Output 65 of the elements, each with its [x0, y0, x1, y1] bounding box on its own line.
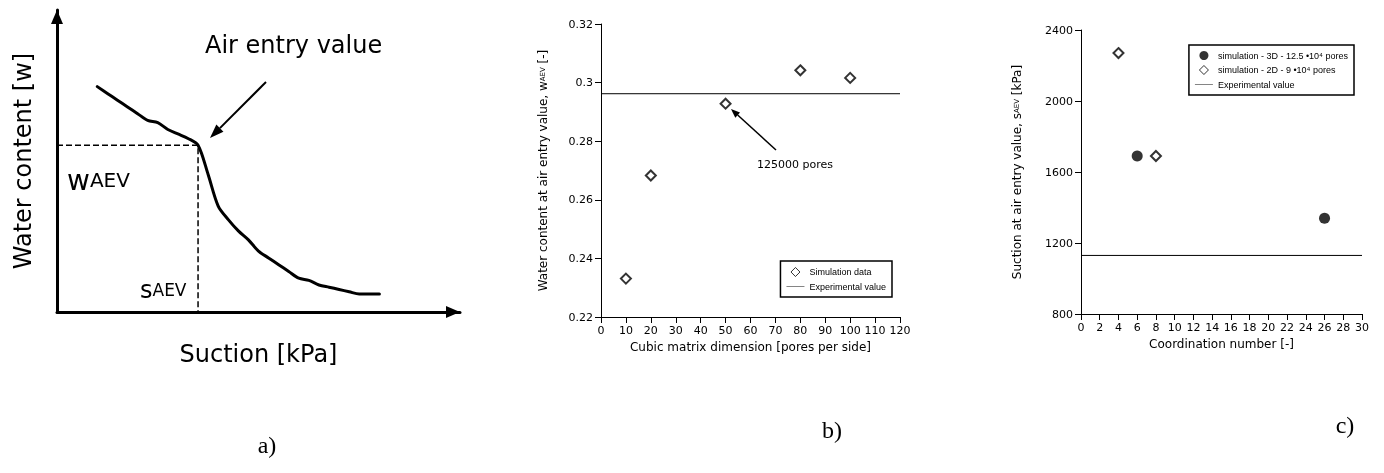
legend-label: simulation - 3D - 12.5 •10⁴ pores	[1217, 50, 1349, 61]
text: Air entry value	[205, 31, 383, 59]
x-tick-label: 110	[864, 324, 886, 337]
x-tick-label: 20	[643, 324, 658, 337]
x-tick-label: 40	[693, 324, 708, 337]
point	[1319, 212, 1331, 224]
point	[844, 71, 857, 84]
y-tick-label: 0.3	[575, 76, 593, 90]
x-tick-label: 6	[1133, 321, 1141, 334]
x-tick-label: 60	[743, 324, 758, 337]
x-axis-title: Suction [kPa]	[179, 340, 338, 368]
annotation: sAEV	[140, 276, 187, 304]
x-tick-label: 100	[839, 324, 861, 337]
y-tick-label: 1200	[1045, 236, 1073, 250]
x-tick-label: 50	[718, 324, 733, 337]
x-tick-label: 4	[1114, 321, 1122, 334]
x-tick-label: 24	[1298, 321, 1313, 334]
x-axis-title: Coordination number [-]	[1149, 336, 1294, 351]
x-tick-label: 20	[1261, 321, 1276, 334]
x-tick-label: 28	[1336, 321, 1351, 334]
legend-label: Simulation data	[809, 267, 872, 277]
y-tick-label: 800	[1052, 307, 1073, 321]
point	[1131, 150, 1143, 162]
x-tick-label: 10	[1167, 321, 1182, 334]
legend-label: Experimental value	[809, 281, 887, 292]
x-tick-label: 14	[1205, 321, 1220, 334]
x-tick-label: 10	[618, 324, 633, 337]
point	[644, 169, 657, 182]
legend-label: Experimental value	[1217, 79, 1295, 90]
legend-label: simulation - 2D - 9 •10⁴ pores	[1217, 65, 1336, 75]
x-tick-label: 12	[1186, 321, 1201, 334]
x-tick-label: 16	[1223, 321, 1238, 334]
y-tick-label: 0.28	[568, 134, 593, 148]
annotation: 125000 pores	[757, 157, 834, 171]
y-tick-label: 0.24	[568, 251, 593, 265]
y-tick-label: 2000	[1045, 94, 1073, 108]
x-tick-label: 120	[889, 324, 911, 337]
point	[719, 97, 732, 110]
x-tick-label: 0	[597, 324, 605, 337]
y-tick-label: 0.22	[568, 310, 593, 324]
point	[1149, 150, 1162, 163]
ref-line-label: wAEV	[67, 163, 131, 197]
x-tick-label: 30	[668, 324, 683, 337]
y-tick-label: 0.32	[568, 17, 593, 31]
x-axis-title: Cubic matrix dimension [pores per side]	[629, 339, 872, 354]
text: a)	[257, 432, 277, 458]
x-tick-label: 18	[1242, 321, 1257, 334]
point	[619, 272, 632, 285]
x-tick-label: 2	[1096, 321, 1104, 334]
x-tick-label: 26	[1317, 321, 1332, 334]
y-axis-title: Water content [w]	[9, 52, 37, 270]
point	[794, 64, 807, 77]
x-tick-label: 0	[1077, 321, 1085, 334]
x-tick-label: 30	[1355, 321, 1369, 334]
x-tick-label: 90	[818, 324, 833, 337]
y-tick-label: 2400	[1045, 23, 1073, 37]
y-tick-label: 1600	[1045, 165, 1073, 179]
x-tick-label: 22	[1280, 321, 1295, 334]
text: c)	[1335, 412, 1355, 438]
y-tick-label: 0.26	[568, 193, 593, 207]
point	[1112, 47, 1125, 60]
text: b)	[822, 417, 842, 443]
x-tick-label: 8	[1152, 321, 1160, 334]
x-tick-label: 70	[768, 324, 783, 337]
x-tick-label: 80	[793, 324, 808, 337]
